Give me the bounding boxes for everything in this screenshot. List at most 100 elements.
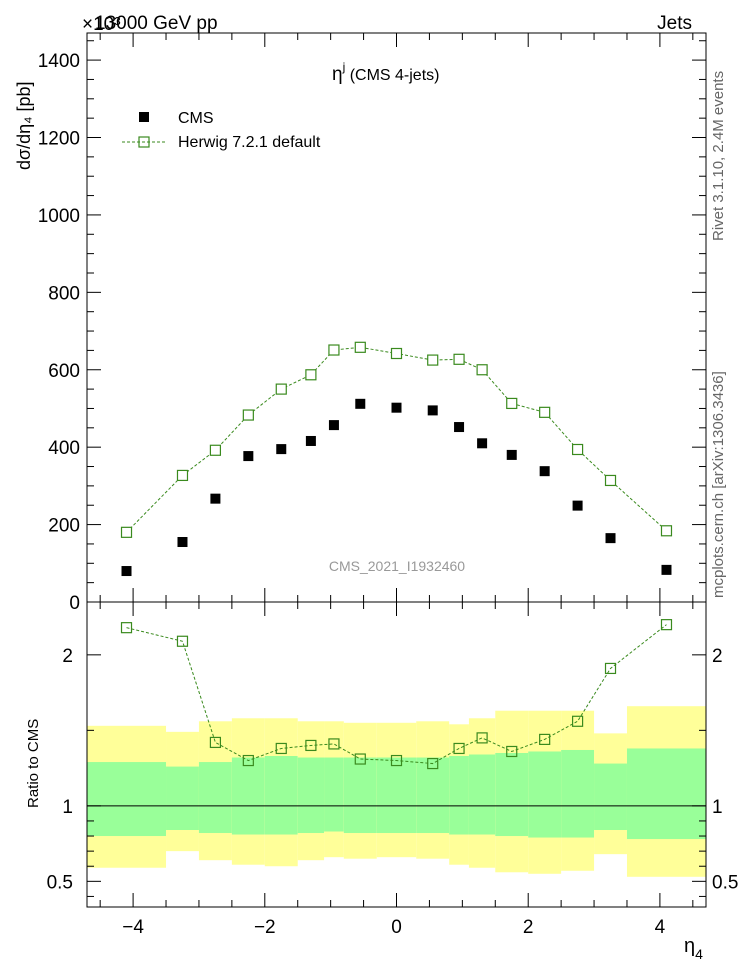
ratio-band-inner [561,749,595,838]
data-marks [120,341,673,770]
ratio-band-inner [324,757,344,832]
y-tick-label: 800 [48,283,80,304]
legend-mc-marker [138,136,150,148]
cms-point [391,402,402,413]
ylabel-ratio: Ratio to CMS [25,719,42,808]
y-tick-label: 200 [48,516,80,537]
legend-mc-label: Herwig 7.2.1 default [178,134,321,151]
mc-point [209,444,222,456]
ratio-tick-label-left: 2 [62,646,73,667]
ratio-band-inner [626,748,706,840]
ratio-band-inner [166,766,199,830]
ratio-tick-label-right: 2 [712,646,723,667]
ratio-band-inner [594,763,627,830]
mc-line-ratio [126,624,667,765]
mc-point [176,469,189,482]
x-tick-label: 2 [523,917,534,938]
exponent-label: ×10³ [82,14,121,35]
mc-ratio-point [328,738,340,750]
mc-ratio-point [453,742,465,755]
cms-point [328,420,339,431]
mc-ratio-point [390,754,403,767]
mc-ratio-point [120,622,133,634]
cms-point [477,438,488,449]
ratio-tick-label-right: 1 [712,797,723,818]
ratio-band-inner [376,757,417,834]
ratio-band-inner [416,757,450,834]
rivet-label: Rivet 3.1.10, 2.4M events [710,71,727,241]
plot-title-sup: j [342,60,346,74]
y-tick-label: 1400 [38,51,80,72]
cms-point [355,398,366,409]
x-tick-label: −4 [122,917,144,938]
y-tick-label: 1000 [38,206,80,227]
ratio-tick-label-left: 0.5 [47,872,73,893]
mc-point [120,526,133,538]
mc-point [453,353,465,365]
mc-ratio-point [476,732,488,744]
mc-ratio-point [539,733,551,746]
cms-point [572,500,583,511]
mc-point [354,341,366,353]
ylabel-main: dσ/dη₄ [pb] [14,81,34,170]
xlabel-eta: η [684,935,695,957]
mc-ratio-point [305,739,317,752]
legend-cms-marker [139,112,149,122]
cms-point [243,451,254,462]
cms-point [276,444,287,455]
axes: −4 −2 0 2 4 0 200 400 600 800 1000 1200 1400 0.5 0.5 1 1… [38,32,738,938]
mc-ratio-point [275,742,287,755]
x-tick-label: 0 [391,917,402,938]
x-tick-label: 4 [655,917,666,938]
y-tick-label: 400 [48,438,80,459]
ratio-band-inner [264,756,298,835]
cms-point [506,449,517,460]
cms-point [454,422,465,433]
mc-ratio-point [660,619,673,631]
cms-point [605,533,616,544]
mc-ratio-point [506,745,518,758]
ratio-bands [87,706,706,877]
ratio-band-inner [468,754,496,835]
mc-point [242,409,254,421]
mc-point [571,443,584,456]
mc-ratio-point [427,757,439,770]
mc-line-main [126,346,667,533]
y-tick-label: 600 [48,361,80,382]
plot-title: ηj (CMS 4-jets) [332,60,439,85]
y-tick-label: 0 [69,593,80,614]
cms-point [539,466,550,477]
mc-ratio-point [176,635,189,647]
mc-ratio-point [242,754,254,767]
cms-point [177,537,188,548]
plot-title-rest: (CMS 4-jets) [345,67,439,84]
mc-point [328,344,340,356]
cms-point [121,566,132,577]
ratio-band-inner [449,756,469,835]
mc-point [305,369,317,381]
header-right: Jets [657,13,692,34]
mc-point [427,354,439,366]
cms-point [305,435,316,446]
ratio-tick-label-right: 0.5 [712,872,738,893]
legend-cms-label: CMS [178,110,214,127]
mc-point [390,347,403,360]
ratio-band-inner [343,757,377,834]
mc-ratio-point [604,662,617,675]
ratio-band-inner [528,751,562,838]
ratio-band-inner [231,757,265,835]
ratio-band-inner [87,762,167,837]
analysis-id: CMS_2021_I1932460 [329,558,465,574]
y-tick-label: 1200 [38,129,80,150]
mc-point [660,525,673,537]
x-tick-label: −2 [254,917,276,938]
cms-point [661,564,672,575]
xlabel: η4 [684,935,703,962]
ratio-band-inner [297,757,325,834]
mc-point [506,397,518,410]
mc-point [604,474,617,487]
mc-ratio-point [209,736,222,749]
cms-point [427,405,438,416]
mc-point [275,383,287,395]
